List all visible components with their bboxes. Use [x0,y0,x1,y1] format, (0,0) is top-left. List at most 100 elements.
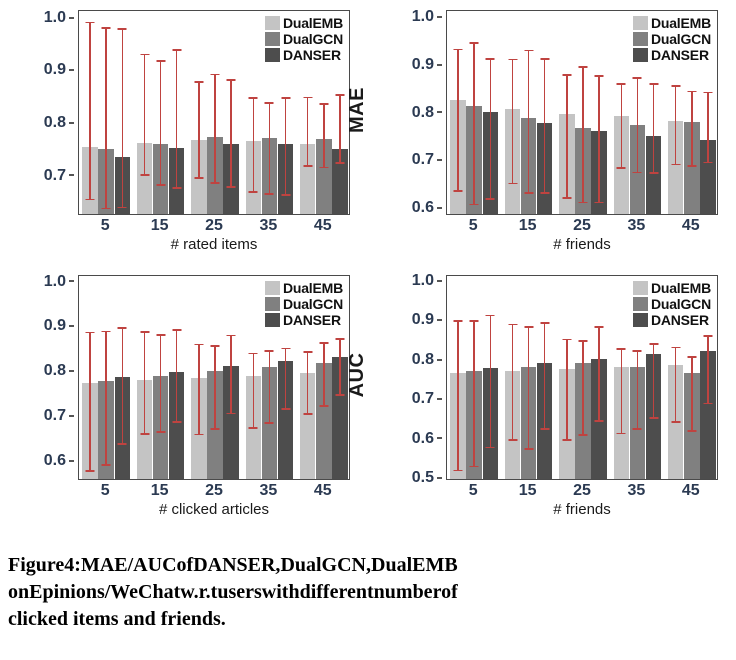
error-bar [323,102,325,167]
legend-swatch [264,281,280,295]
error-bar [198,81,200,178]
error-bar-cap-top [248,352,258,355]
error-bar-cap-bottom [508,438,517,441]
legend-item: DANSER [264,47,343,63]
y-tick-label: 0.6 [28,452,74,470]
error-bar [511,58,514,183]
error-bar-cap-top [524,49,534,52]
y-tick-label: 0.5 [396,469,442,487]
error-bar [306,351,309,414]
error-bar-cap-bottom [649,172,658,174]
legend-label: DualEMB [282,279,343,296]
error-bar [252,352,255,427]
error-bar-cap-bottom [226,186,236,188]
y-tick-label: 0.9 [396,56,442,74]
y-tick-label: 1.0 [396,8,442,26]
bar [667,120,684,214]
error-bar-cap-top [156,59,166,62]
legend: DualEMB DualGCN DANSER [264,15,343,63]
y-tick-label: 0.7 [396,390,442,408]
error-bar-cap-top [140,53,149,56]
x-axis-ticks: 5 15 25 35 45 [78,480,350,502]
error-bar-cap-bottom [156,431,166,434]
error-bar-cap-bottom [194,177,204,179]
error-bar-cap-top [85,21,95,24]
error-bar [339,338,341,394]
error-bar-cap-top [85,331,95,334]
y-tick-label: 0.7 [28,407,74,425]
error-bar [105,27,107,208]
error-bar-cap-top [562,338,572,341]
error-bar-cap-bottom [616,167,626,170]
error-bar-cap-top [264,102,274,105]
error-bar [473,320,475,466]
x-axis-title: # friends [553,501,611,518]
error-bar-cap-bottom [248,190,258,193]
y-axis-ticks: 0.5 0.6 0.7 0.8 0.9 1.0 [396,272,442,486]
error-bar [566,338,568,439]
error-bar-cap-top [524,326,534,329]
error-bar-cap-top [172,49,182,52]
error-bar [691,356,693,430]
legend-label: DualGCN [282,30,343,47]
error-bar-cap-top [319,102,329,105]
error-bar-cap-bottom [671,163,681,166]
error-bar [674,84,677,164]
error-bar [284,97,287,195]
error-bar-cap-bottom [632,427,642,430]
error-bar-cap-bottom [687,164,697,167]
y-axis-ticks: 0.6 0.7 0.8 0.9 1.0 [28,273,74,480]
legend-label: DANSER [282,311,341,328]
plot-area: DualEMB DualGCN DANSER [446,10,718,215]
error-bar-cap-bottom [319,405,329,408]
error-bar [252,97,255,191]
error-bar [582,340,584,435]
error-bar [198,343,200,434]
error-bar [306,96,309,165]
error-bar [159,59,162,184]
error-bar [323,342,325,406]
error-bar-cap-bottom [485,197,495,200]
plot-area: DualEMB DualGCN DANSER [78,10,350,215]
error-bar [230,78,232,187]
error-bar-cap-bottom [540,427,550,430]
error-bar-cap-bottom [703,402,713,405]
legend: DualEMB DualGCN DANSER [264,279,343,328]
error-bar-cap-bottom [469,203,479,206]
x-tick-label: 5 [468,482,478,499]
error-bar [89,331,91,470]
x-tick-label: 15 [150,482,169,499]
error-bar [159,334,162,432]
y-tick-label: 1.0 [396,272,442,290]
x-axis-ticks: 5 15 25 35 45 [446,215,718,237]
error-bar-cap-bottom [616,432,626,435]
error-bar [284,347,287,409]
error-bar [511,323,514,439]
legend-swatch [632,48,648,62]
error-bar-cap-top [281,347,290,350]
error-bar [543,58,546,193]
error-bar-cap-bottom [671,421,681,423]
panel-auc-friends: AUC 0.5 0.6 0.7 0.8 0.9 1.0 DualEMB DualGCN DAN… [346,265,736,530]
x-tick-label: 25 [573,482,591,499]
bar [168,371,185,479]
error-bar-cap-bottom [303,413,313,416]
error-bar [527,326,530,449]
error-bar [143,53,146,174]
error-bar-cap-top [101,330,111,333]
x-tick-label: 45 [681,482,700,499]
error-bar-cap-bottom [117,206,127,209]
error-bar-cap-top [616,83,626,86]
error-bar-cap-bottom [194,433,204,436]
x-tick-label: 15 [150,217,169,234]
error-bar [473,41,475,204]
error-bar-cap-bottom [281,408,290,411]
y-tick-label: 0.9 [28,317,74,335]
error-bar-cap-bottom [540,192,550,194]
error-bar [566,73,568,198]
error-bar-cap-bottom [264,421,274,424]
x-tick-label: 25 [573,217,591,234]
error-bar-cap-bottom [85,469,95,472]
x-tick-label: 35 [259,217,278,234]
error-bar-cap-top [508,58,517,61]
